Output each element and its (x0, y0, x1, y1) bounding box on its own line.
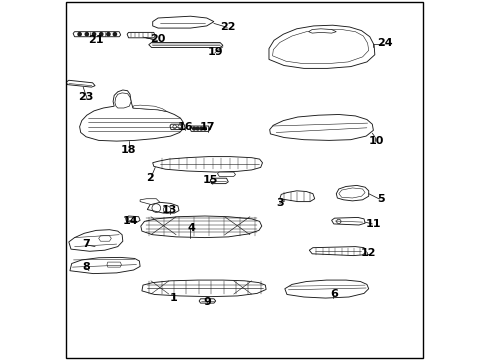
Text: 19: 19 (207, 47, 223, 57)
Text: 16: 16 (177, 122, 193, 132)
Text: 17: 17 (200, 122, 215, 132)
Text: 4: 4 (187, 222, 195, 233)
Polygon shape (141, 216, 261, 238)
Polygon shape (140, 199, 160, 204)
Text: 8: 8 (82, 262, 90, 272)
Circle shape (200, 127, 203, 130)
Polygon shape (115, 93, 131, 108)
Polygon shape (69, 230, 122, 251)
Polygon shape (133, 105, 167, 112)
Polygon shape (152, 16, 213, 28)
Polygon shape (152, 157, 262, 172)
Polygon shape (147, 202, 179, 213)
Polygon shape (284, 280, 368, 298)
Polygon shape (336, 185, 368, 201)
Circle shape (100, 33, 102, 36)
Text: 1: 1 (169, 293, 177, 303)
Text: 20: 20 (149, 33, 165, 44)
Circle shape (78, 33, 81, 36)
Text: 13: 13 (161, 204, 176, 215)
Text: 3: 3 (275, 198, 283, 208)
Polygon shape (170, 124, 185, 130)
Text: 9: 9 (203, 297, 211, 307)
Polygon shape (199, 299, 215, 303)
Circle shape (196, 127, 199, 130)
Text: 6: 6 (329, 289, 337, 300)
Text: 10: 10 (367, 136, 383, 146)
Text: 12: 12 (360, 248, 376, 258)
Polygon shape (148, 42, 223, 48)
Circle shape (92, 33, 96, 36)
Polygon shape (70, 257, 140, 274)
Text: 21: 21 (88, 35, 104, 45)
Bar (127, 217, 133, 220)
Polygon shape (66, 80, 95, 87)
Polygon shape (309, 247, 366, 256)
Circle shape (85, 33, 88, 36)
Circle shape (106, 33, 110, 36)
Polygon shape (142, 280, 265, 297)
Text: 14: 14 (122, 216, 138, 226)
Polygon shape (80, 90, 183, 141)
Polygon shape (279, 191, 314, 202)
Polygon shape (308, 29, 336, 33)
Polygon shape (210, 178, 228, 184)
Polygon shape (125, 216, 140, 222)
Text: 2: 2 (146, 173, 154, 183)
Polygon shape (127, 32, 155, 38)
Circle shape (113, 33, 116, 36)
Text: 22: 22 (220, 22, 236, 32)
Polygon shape (269, 114, 373, 140)
Text: 23: 23 (78, 92, 93, 102)
Polygon shape (331, 217, 365, 225)
Polygon shape (217, 172, 235, 176)
Polygon shape (99, 236, 111, 241)
Polygon shape (268, 25, 374, 68)
Text: 5: 5 (376, 194, 384, 204)
Text: 24: 24 (376, 38, 392, 48)
Text: 7: 7 (82, 239, 90, 249)
Text: 11: 11 (365, 219, 380, 229)
Text: 18: 18 (121, 145, 136, 156)
Polygon shape (189, 126, 209, 131)
Circle shape (192, 127, 195, 130)
Polygon shape (73, 32, 121, 37)
Circle shape (203, 127, 206, 130)
Text: 15: 15 (202, 175, 218, 185)
Polygon shape (107, 262, 121, 267)
